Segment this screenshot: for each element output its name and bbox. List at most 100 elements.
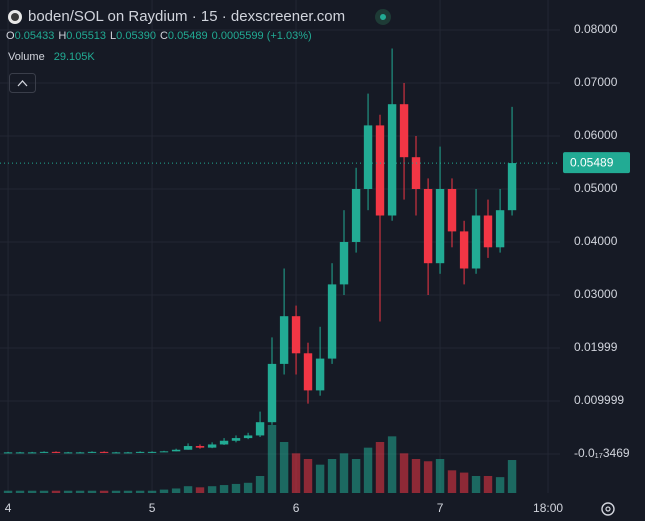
volume-bar	[255, 476, 265, 493]
visibility-toggle[interactable]	[375, 9, 391, 25]
candle-body	[183, 446, 193, 450]
volume-bar	[399, 453, 409, 493]
candle-body	[411, 157, 421, 189]
ohlc-value: 0.05433	[15, 30, 55, 42]
candle-body	[195, 446, 205, 448]
candle-body	[423, 188, 433, 264]
y-tick-label: 0.03000	[574, 287, 618, 301]
volume-bar	[159, 489, 169, 493]
volume-bar	[435, 459, 445, 493]
volume-bar	[99, 490, 109, 493]
candle-body	[387, 104, 397, 216]
volume-bar	[3, 490, 13, 493]
candle-body	[51, 451, 61, 453]
collapse-button-frame[interactable]	[9, 73, 36, 93]
candle-body	[255, 422, 265, 436]
volume-bar	[135, 490, 145, 493]
candle-body	[363, 125, 373, 189]
candle-body	[303, 353, 313, 391]
volume-bar	[315, 464, 325, 493]
ohlc-key: O	[6, 30, 15, 42]
gear-center[interactable]	[605, 506, 611, 512]
volume-bar	[447, 470, 457, 493]
candle-body	[399, 104, 409, 158]
candle-body	[459, 231, 469, 269]
volume-bar	[375, 442, 385, 493]
candle-body	[339, 241, 349, 285]
candle-body	[495, 210, 505, 248]
volume-bar	[327, 459, 337, 493]
ohlc-key: C	[160, 30, 168, 42]
candle-body	[27, 452, 37, 454]
candle-body	[147, 451, 157, 453]
volume-bar	[51, 490, 61, 493]
y-tick-label: 0.06000	[574, 128, 618, 142]
chart-title: boden/SOL on Raydium · 15 · dexscreener.…	[28, 8, 345, 25]
volume-bar	[279, 442, 289, 493]
volume-bar	[459, 472, 469, 493]
y-tick-label: -0.0₁₇3469	[574, 446, 630, 460]
volume-bar	[339, 453, 349, 493]
volume-legend: Volume 29.105K	[8, 51, 95, 63]
candle-body	[75, 452, 85, 454]
candle-body	[135, 451, 145, 453]
last-price-label: 0.05489	[570, 155, 614, 169]
volume-bar	[507, 460, 517, 493]
candle-body	[15, 452, 25, 454]
candle-body	[207, 444, 217, 448]
volume-bar	[231, 483, 241, 493]
candle-body	[219, 440, 229, 445]
settings-button[interactable]	[601, 502, 615, 516]
volume-bar	[75, 490, 85, 493]
candle-body	[327, 284, 337, 359]
ohlc-value: 0.05390	[116, 30, 156, 42]
x-tick-label: 6	[293, 501, 300, 515]
candle-body	[39, 451, 49, 453]
grid	[0, 0, 560, 493]
volume-bar	[207, 486, 217, 493]
candle-body	[63, 452, 73, 454]
candle-body	[351, 188, 361, 242]
y-tick-label: 0.05000	[574, 181, 618, 195]
candle-body	[471, 215, 481, 269]
volume-bar	[303, 459, 313, 493]
y-tick-label: 0.01999	[574, 340, 618, 354]
candle-body	[315, 358, 325, 391]
gear-icon[interactable]	[601, 502, 615, 516]
volume-bar	[423, 461, 433, 493]
candle-body	[483, 215, 493, 248]
ohlc-key: H	[58, 30, 66, 42]
y-tick-label: 0.07000	[574, 75, 618, 89]
y-tick-label: 0.009999	[574, 393, 624, 407]
last-price-box	[563, 152, 630, 174]
eye-icon[interactable]	[380, 14, 386, 20]
volume-bar	[363, 447, 373, 493]
volume-bar	[243, 482, 253, 493]
y-tick-label: 0.04000	[574, 234, 618, 248]
volume-bar	[123, 490, 133, 493]
ohlc-value: 0.05513	[66, 30, 106, 42]
chevron-up[interactable]	[17, 80, 28, 87]
ohlc-change: 0.0005599 (+1.03%)	[212, 30, 312, 42]
volume-bars	[3, 425, 517, 493]
volume-bar	[15, 490, 25, 493]
candle-body	[123, 452, 133, 454]
y-tick-label: 0.08000	[574, 22, 618, 36]
volume-bar	[147, 490, 157, 493]
volume-bar	[471, 476, 481, 493]
collapse-button[interactable]	[9, 73, 36, 93]
x-tick-label: 7	[437, 501, 444, 515]
volume-value: 29.105K	[54, 51, 96, 63]
volume-bar	[183, 486, 193, 493]
x-tick-label: 4	[5, 501, 12, 515]
candle-body	[447, 188, 457, 232]
candle-body	[99, 451, 109, 453]
volume-bar	[63, 490, 73, 493]
candle-body	[267, 363, 277, 423]
candle-body	[435, 188, 445, 264]
candle-body	[507, 163, 517, 211]
volume-bar	[195, 487, 205, 493]
